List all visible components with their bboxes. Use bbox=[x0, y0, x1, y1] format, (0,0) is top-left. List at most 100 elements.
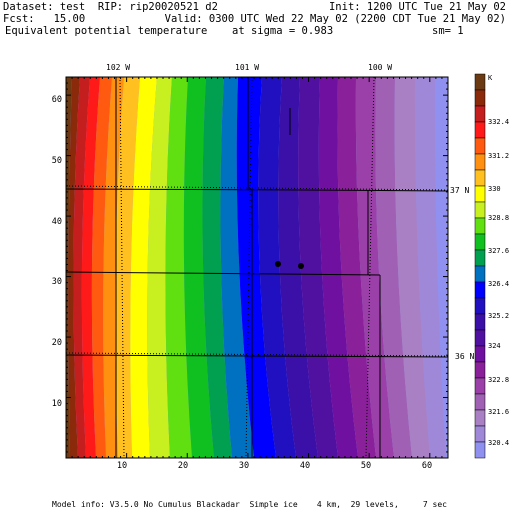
x-tick-label: 20 bbox=[177, 461, 189, 471]
colorbar-swatch bbox=[474, 153, 486, 171]
y-tick-label: 50 bbox=[51, 156, 62, 166]
lon-label: 101 W bbox=[235, 63, 260, 72]
y-tick-label: 20 bbox=[51, 338, 62, 348]
axis-ticks bbox=[65, 76, 449, 459]
colorbar-swatch bbox=[474, 297, 486, 315]
county-line bbox=[66, 354, 448, 358]
contour-band bbox=[394, 77, 430, 458]
contour-band bbox=[115, 77, 140, 458]
dataset-label: Dataset: test RIP: rip20020521 d2 bbox=[3, 1, 218, 13]
lat-grid-line bbox=[66, 352, 448, 357]
colorbar-unit: K bbox=[488, 74, 493, 82]
lat-grid-line bbox=[66, 185, 448, 191]
colorbar-swatch bbox=[474, 377, 486, 395]
station-dot bbox=[275, 261, 281, 267]
y-tick-label: 30 bbox=[51, 277, 62, 287]
colorbar-label: 327.6 bbox=[488, 247, 510, 255]
colorbar-swatch bbox=[474, 185, 486, 203]
colorbar-swatch bbox=[474, 361, 486, 379]
contour-band bbox=[298, 77, 338, 458]
colorbar-swatch bbox=[474, 441, 486, 459]
colorbar-label: 332.4 bbox=[488, 118, 510, 126]
contour-band bbox=[183, 77, 214, 458]
y-tick-label: 40 bbox=[51, 217, 62, 227]
contour-band bbox=[278, 77, 318, 458]
contour-band bbox=[318, 77, 358, 458]
colorbar-label: 324 bbox=[488, 342, 501, 350]
contour-band bbox=[375, 77, 412, 458]
county-line bbox=[66, 271, 381, 276]
colorbar-swatch bbox=[474, 121, 486, 139]
colorbar-swatch bbox=[474, 265, 486, 283]
lon-label: 102 W bbox=[106, 63, 131, 72]
y-tick-label: 60 bbox=[51, 95, 62, 105]
y-tick-label: 10 bbox=[51, 399, 62, 409]
colorbar-label: 320.4 bbox=[488, 439, 510, 447]
valid-time: Valid: 0300 UTC Wed 22 May 02 (2200 CDT … bbox=[164, 13, 506, 25]
colorbar-label: 326.4 bbox=[488, 280, 510, 288]
contour-band bbox=[103, 77, 124, 458]
colorbar bbox=[474, 73, 486, 459]
colorbar-swatch bbox=[474, 137, 486, 155]
colorbar-swatch bbox=[474, 345, 486, 363]
colorbar-label: 322.8 bbox=[488, 376, 510, 384]
contour-band bbox=[337, 77, 376, 458]
lon-grid-line bbox=[365, 77, 375, 458]
contour-band bbox=[414, 77, 446, 458]
contour-band bbox=[258, 77, 296, 458]
sigma-level: at sigma = 0.983 bbox=[232, 25, 334, 37]
colorbar-swatch bbox=[474, 217, 486, 235]
colorbar-label: 325.2 bbox=[488, 312, 510, 320]
colorbar-label: 328.8 bbox=[488, 214, 510, 222]
x-tick-label: 50 bbox=[360, 461, 372, 471]
lon-label: 100 W bbox=[368, 63, 393, 72]
contour-band bbox=[66, 77, 72, 458]
lat-label: 36 N bbox=[455, 352, 475, 361]
colorbar-swatch bbox=[474, 281, 486, 299]
contour-band bbox=[73, 77, 90, 458]
plot-frame bbox=[65, 76, 449, 459]
county-line bbox=[66, 188, 448, 192]
forecast-hour: Fcst: 15.00 bbox=[3, 13, 86, 25]
station-dot bbox=[298, 263, 304, 269]
contour-bands bbox=[66, 77, 448, 458]
colorbar-swatch bbox=[474, 105, 486, 123]
contour-band bbox=[130, 77, 157, 458]
x-tick-label: 30 bbox=[238, 461, 250, 471]
contour-band bbox=[68, 77, 80, 458]
colorbar-swatch bbox=[474, 409, 486, 427]
init-time: Init: 1200 UTC Tue 21 May 02 bbox=[328, 1, 506, 13]
x-tick-label: 10 bbox=[116, 461, 128, 471]
x-tick-label: 40 bbox=[299, 461, 311, 471]
lon-grid-line bbox=[119, 77, 125, 458]
colorbar-swatch bbox=[474, 393, 486, 411]
colorbar-swatch bbox=[474, 313, 486, 331]
colorbar-swatch bbox=[474, 425, 486, 443]
contour-band bbox=[220, 77, 254, 458]
colorbar-swatch bbox=[474, 201, 486, 219]
colorbar-label: 321.6 bbox=[488, 408, 510, 416]
colorbar-swatch bbox=[474, 73, 486, 91]
contour-band bbox=[355, 77, 394, 458]
contour-band bbox=[81, 77, 100, 458]
colorbar-label: 331.2 bbox=[488, 152, 510, 160]
model-info: Model info: V3.5.0 No Cumulus Blackadar … bbox=[52, 500, 447, 509]
colorbar-swatch bbox=[474, 89, 486, 107]
contour-band bbox=[165, 77, 192, 458]
contour-band bbox=[202, 77, 232, 458]
contour-band bbox=[147, 77, 172, 458]
x-tick-label: 60 bbox=[421, 461, 433, 471]
map-lines bbox=[66, 77, 448, 458]
smoothing: sm= 1 bbox=[432, 25, 464, 37]
lat-label: 37 N bbox=[450, 186, 470, 195]
contour-band bbox=[236, 77, 276, 458]
colorbar-swatch bbox=[474, 233, 486, 251]
field-name: Equivalent potential temperature bbox=[5, 25, 208, 37]
lon-grid-line bbox=[245, 77, 253, 458]
colorbar-swatch bbox=[474, 329, 486, 347]
colorbar-swatch bbox=[474, 249, 486, 267]
contour-band bbox=[434, 77, 448, 458]
colorbar-label: 330 bbox=[488, 185, 501, 193]
colorbar-swatch bbox=[474, 169, 486, 187]
